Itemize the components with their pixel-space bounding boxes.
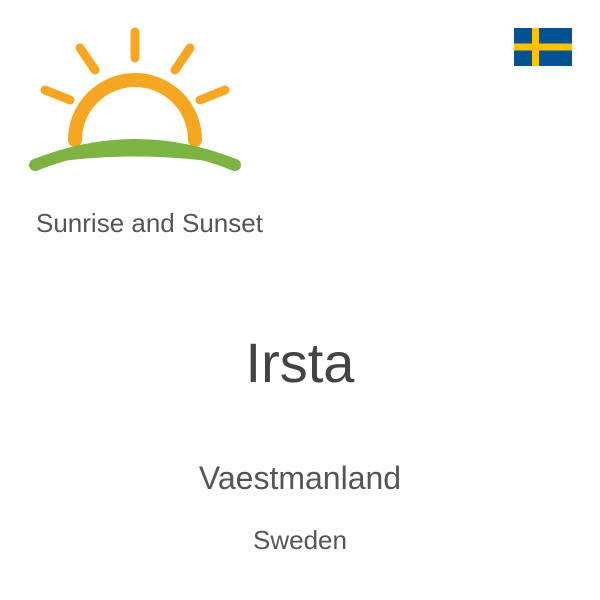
- sweden-flag-icon: [514, 28, 572, 66]
- country-name: Sweden: [0, 525, 600, 556]
- region-name: Vaestmanland: [0, 460, 600, 497]
- flag-svg: [514, 28, 572, 66]
- tagline-text: Sunrise and Sunset: [36, 208, 263, 239]
- city-name: Irsta: [0, 330, 600, 395]
- sunrise-sunset-icon: [20, 20, 250, 200]
- sunrise-logo: [20, 20, 250, 200]
